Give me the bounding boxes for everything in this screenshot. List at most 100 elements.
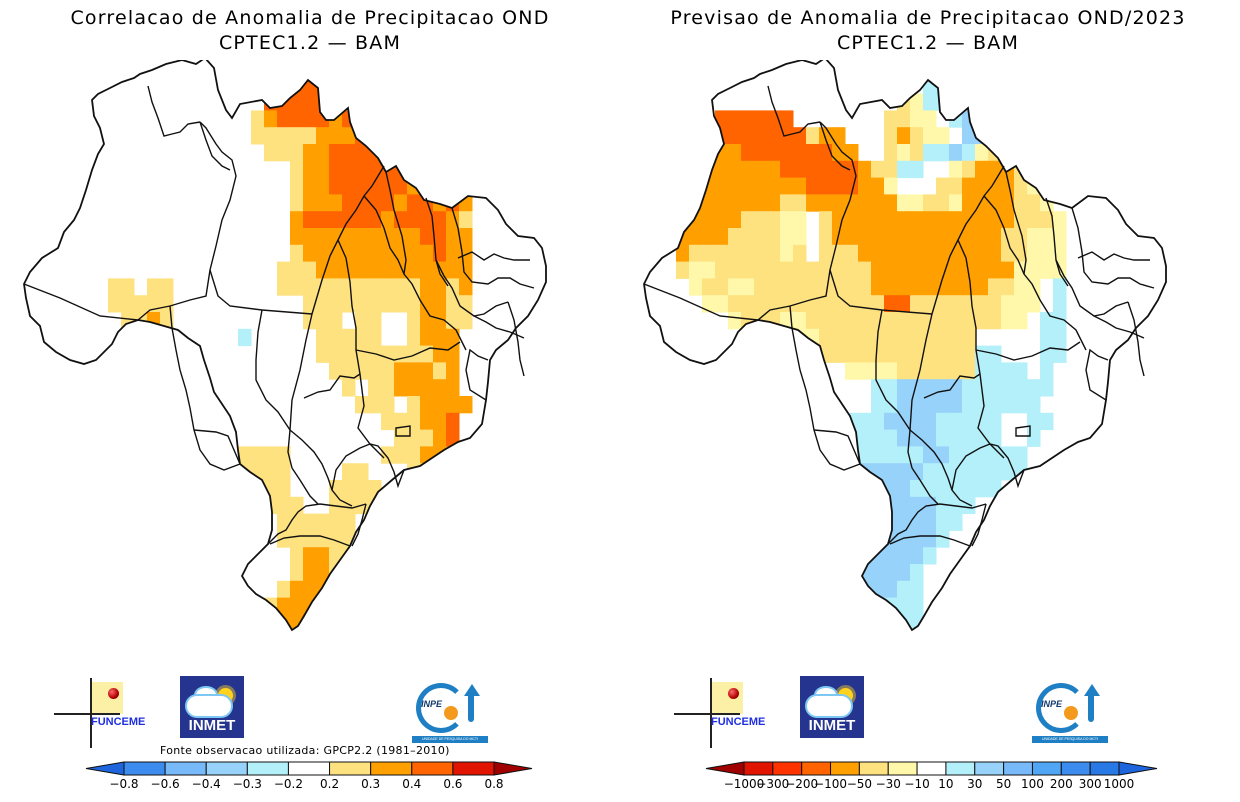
grid-cell bbox=[884, 412, 898, 431]
grid-cell bbox=[290, 278, 304, 296]
state-border bbox=[457, 251, 530, 261]
grid-cell bbox=[923, 513, 937, 531]
grid-cell bbox=[251, 110, 265, 128]
grid-cell bbox=[962, 345, 976, 363]
grid-cell bbox=[689, 160, 703, 179]
grid-cell bbox=[290, 144, 304, 162]
grid-cell bbox=[923, 144, 937, 162]
colorbar-max-arrow bbox=[493, 761, 533, 776]
grid-cell bbox=[793, 244, 807, 263]
state-border bbox=[255, 309, 291, 431]
grid-cell bbox=[988, 194, 1002, 212]
grid-cell bbox=[290, 60, 304, 78]
grid-cell bbox=[1027, 228, 1041, 246]
grid-cell bbox=[923, 345, 937, 363]
grid-cell bbox=[446, 261, 460, 279]
grid-cell bbox=[897, 580, 911, 599]
grid-cell bbox=[407, 194, 421, 212]
grid-cell bbox=[832, 127, 846, 145]
grid-cell bbox=[845, 144, 859, 162]
grid-cell bbox=[316, 194, 330, 212]
grid-cell bbox=[329, 480, 343, 498]
grid-cell bbox=[1027, 144, 1041, 162]
grid-cell bbox=[884, 580, 898, 599]
colorbar-tick-label: 0.4 bbox=[402, 777, 421, 791]
grid-cell bbox=[1027, 93, 1041, 111]
grid-cell bbox=[728, 312, 742, 330]
grid-cell bbox=[780, 261, 794, 279]
grid-cell bbox=[936, 228, 950, 246]
grid-cell bbox=[381, 127, 395, 145]
grid-cell bbox=[949, 480, 963, 498]
grid-cell bbox=[355, 244, 369, 263]
state-border bbox=[303, 373, 361, 399]
grid-cell bbox=[316, 580, 330, 599]
grid-cell bbox=[858, 244, 872, 263]
grid-cell bbox=[394, 278, 408, 296]
grid-cell bbox=[689, 144, 703, 162]
colorbar-box bbox=[452, 761, 495, 776]
grid-cell bbox=[767, 228, 781, 246]
grid-cell bbox=[754, 328, 768, 347]
grid-cell bbox=[741, 177, 755, 195]
grid-cell bbox=[1001, 278, 1015, 296]
grid-cell bbox=[962, 278, 976, 296]
grid-cell bbox=[1001, 177, 1015, 195]
grid-cell bbox=[1040, 328, 1054, 347]
grid-cell bbox=[290, 580, 304, 599]
colorbar-box bbox=[246, 761, 289, 776]
grid-cell bbox=[381, 446, 395, 464]
grid-cell bbox=[897, 211, 911, 229]
state-border bbox=[983, 195, 1087, 351]
grid-cell bbox=[767, 211, 781, 229]
colorbar-tick-label: −0.6 bbox=[151, 777, 180, 791]
colorbar-tick-label: 0.6 bbox=[443, 777, 462, 791]
state-border bbox=[911, 467, 939, 505]
grid-cell bbox=[858, 631, 872, 648]
grid-cell bbox=[160, 328, 174, 347]
grid-cell bbox=[368, 379, 382, 397]
grid-cell bbox=[1014, 177, 1028, 195]
grid-cell bbox=[858, 480, 872, 498]
grid-cell bbox=[897, 362, 911, 380]
grid-cell bbox=[316, 328, 330, 347]
grid-cell bbox=[251, 127, 265, 145]
grid-cell bbox=[897, 328, 911, 347]
grid-cell bbox=[767, 278, 781, 296]
grid-cell bbox=[936, 412, 950, 431]
grid-cell bbox=[845, 362, 859, 380]
grid-cell bbox=[381, 244, 395, 263]
grid-cell bbox=[754, 127, 768, 145]
grid-cell bbox=[715, 194, 729, 212]
grid-cell bbox=[1014, 278, 1028, 296]
grid-cell bbox=[832, 261, 846, 279]
grid-cell bbox=[728, 278, 742, 296]
state-border bbox=[1077, 251, 1150, 261]
grid-cell bbox=[355, 144, 369, 162]
grid-cell bbox=[329, 580, 343, 599]
grid-cell bbox=[368, 480, 382, 498]
grid-cell bbox=[741, 144, 755, 162]
grid-cell bbox=[871, 362, 885, 380]
grid-cell bbox=[923, 228, 937, 246]
grid-cell bbox=[962, 362, 976, 380]
grid-cell bbox=[433, 295, 447, 313]
state-border bbox=[169, 305, 241, 471]
grid-cell bbox=[329, 295, 343, 313]
grid-cell bbox=[420, 127, 434, 145]
grid-cell bbox=[949, 362, 963, 380]
grid-cell bbox=[819, 177, 833, 195]
grid-cell bbox=[858, 160, 872, 179]
grid-cell bbox=[303, 93, 317, 111]
colorbar-max-arrow bbox=[1118, 761, 1158, 776]
grid-cell bbox=[420, 295, 434, 313]
grid-cell bbox=[368, 312, 382, 330]
grid-cell bbox=[793, 228, 807, 246]
grid-cell bbox=[316, 648, 330, 665]
colorbar-box bbox=[887, 761, 918, 776]
grid-cell bbox=[407, 211, 421, 229]
grid-cell bbox=[897, 312, 911, 330]
grid-cell bbox=[355, 228, 369, 246]
grid-cell bbox=[975, 144, 989, 162]
grid-cell bbox=[368, 295, 382, 313]
